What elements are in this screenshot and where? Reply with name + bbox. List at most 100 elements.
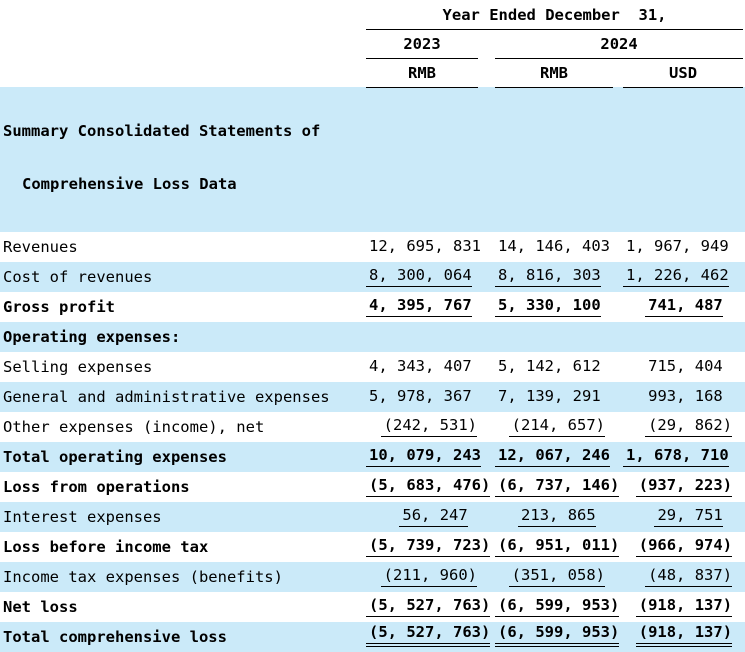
row-label: Revenues [3,237,78,256]
table-row: Total comprehensive loss (5, 527, 763) (6,… [0,621,745,652]
value: 4, 343, 407 [369,356,472,375]
value: (918, 137) [635,596,733,617]
value: 993, 168 [648,386,723,405]
gap-cell [478,292,495,322]
table-row: Interest expenses 56, 247 213, 865 29, 751 [0,501,745,532]
row-label: Operating expenses: [3,327,181,346]
section-header-row: Summary Consolidated Statements of Compr… [0,87,745,232]
value-cell: 8, 816, 303 [495,262,613,292]
value-cell: (918, 137) [623,592,743,622]
gap-cell [613,262,623,292]
value-cell: (918, 137) [623,622,743,652]
value-cell: 10, 079, 243 [366,442,481,472]
value: 8, 300, 064 [366,266,472,287]
value-cell: 4, 395, 767 [366,292,478,322]
period-header: Year Ended December 31, [366,0,744,30]
value-cell: (5, 527, 763) [366,622,491,652]
value: (5, 527, 763) [366,623,491,647]
value-cell: (937, 223) [623,472,743,502]
value-cell [495,322,613,352]
value-cell: 1, 226, 462 [623,262,743,292]
value: 715, 404 [648,356,723,375]
year-header-2024: 2024 [495,29,744,59]
value-cell: (214, 657) [495,412,613,442]
unit-header-rmb-2024: RMB [495,58,613,88]
value-cell: (6, 951, 011) [495,532,620,562]
value: (5, 527, 763) [366,596,491,617]
row-label: Loss before income tax [3,537,209,556]
section-header-empty-cells [366,87,745,232]
value: 741, 487 [645,296,723,317]
value-cell: 14, 146, 403 [495,232,613,262]
value-cell: 1, 678, 710 [623,442,743,472]
value: (918, 137) [635,623,733,647]
table-row: Cost of revenues 8, 300, 064 8, 816, 303 1,… [0,261,745,292]
value: (214, 657) [508,416,605,437]
value: 7, 139, 291 [498,386,601,405]
value: 14, 146, 403 [498,236,610,255]
gap-cell [613,292,623,322]
value: (937, 223) [635,476,733,497]
value: 5, 978, 367 [369,386,472,405]
value: 1, 226, 462 [623,266,729,287]
value-cell: (6, 599, 953) [495,622,620,652]
value: (6, 599, 953) [495,623,620,647]
header-row-years: 2023 2024 [0,29,745,59]
value: (966, 974) [635,536,733,557]
gap-cell [478,562,495,592]
header-row-units: RMB RMB USD [0,58,745,88]
value-cell: 12, 067, 246 [495,442,613,472]
section-header-line2: Comprehensive Loss Data [22,175,237,194]
table-row: Operating expenses: [0,321,745,352]
row-label: Loss from operations [3,477,190,496]
value: 10, 079, 243 [366,446,481,467]
value: (211, 960) [380,566,477,587]
value-cell: 4, 343, 407 [366,352,478,382]
value: (6, 737, 146) [495,476,620,497]
value: (5, 739, 723) [366,536,491,557]
header-spacer [0,0,366,29]
table-row: Other expenses (income), net (242, 531) (2… [0,412,745,442]
value-cell: 12, 695, 831 [366,232,481,262]
table-row: General and administrative expenses 5, 97… [0,381,745,412]
value: 1, 967, 949 [626,236,729,255]
year-header-2023: 2023 [366,29,478,59]
table-row: Income tax expenses (benefits) (211, 960)… [0,561,745,592]
gap-cell [478,262,495,292]
table-header: Year Ended December 31, 2023 2024 RMB RM… [0,0,745,88]
value-cell: (5, 683, 476) [366,472,491,502]
gap-cell [613,322,623,352]
header-row-period: Year Ended December 31, [0,0,745,30]
value-cell [623,322,743,352]
table-row: Gross profit 4, 395, 767 5, 330, 100 741, 4… [0,292,745,322]
gap-cell [478,322,495,352]
row-label: Total operating expenses [3,447,227,466]
value-cell: (242, 531) [366,412,478,442]
value-cell: (6, 599, 953) [495,592,620,622]
table-row: Net loss (5, 527, 763) (6, 599, 953) (918, … [0,592,745,622]
unit-header-rmb-2023: RMB [366,58,478,88]
unit-header-usd-2024: USD [623,58,744,88]
gap-cell [613,58,623,87]
gap-cell [478,352,495,382]
value-cell: 7, 139, 291 [495,382,613,412]
value: 5, 142, 612 [498,356,601,375]
gap-cell [613,562,623,592]
gap-cell [478,502,495,532]
value-cell: 5, 142, 612 [495,352,613,382]
gap-cell [478,29,495,58]
row-label: Interest expenses [3,507,162,526]
value: 12, 067, 246 [495,446,610,467]
value-cell: 213, 865 [495,502,613,532]
value-cell: (48, 837) [623,562,743,592]
header-spacer [0,58,366,87]
value-cell: 8, 300, 064 [366,262,478,292]
value: (5, 683, 476) [366,476,491,497]
gap-cell [478,382,495,412]
gap-cell [478,58,495,87]
value: 29, 751 [654,506,723,527]
section-header: Summary Consolidated Statements of Compr… [0,87,366,232]
value: 213, 865 [518,506,596,527]
value-cell: (211, 960) [366,562,478,592]
